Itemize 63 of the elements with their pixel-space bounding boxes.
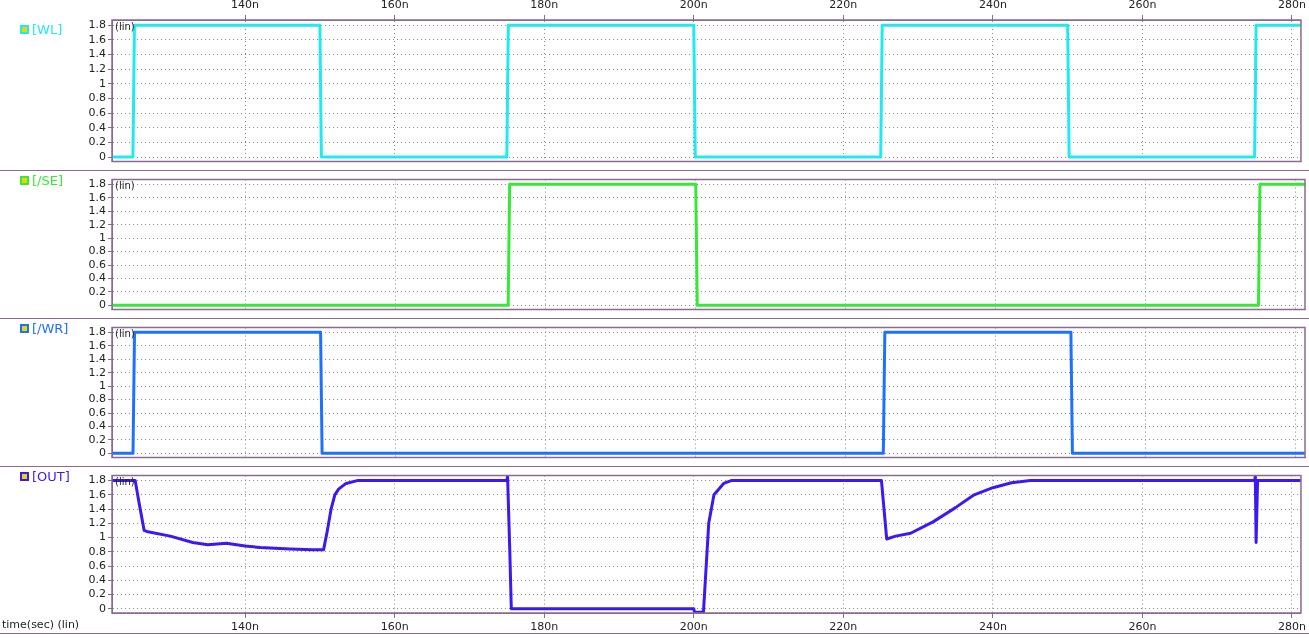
y-tick-label: 1 bbox=[99, 378, 106, 392]
legend-label: [/WR] bbox=[32, 321, 69, 336]
y-tick-label: 1 bbox=[99, 230, 106, 244]
y-tick-label: 1.4 bbox=[88, 352, 106, 366]
y-tick-label: 0.2 bbox=[88, 135, 106, 149]
x-tick-label: 180n bbox=[530, 620, 559, 634]
y-tick-label: 1.6 bbox=[88, 190, 106, 204]
y-tick-label: 1.6 bbox=[88, 32, 106, 46]
x-tick-label: 180n bbox=[530, 0, 559, 12]
y-tick-label: 1.4 bbox=[88, 204, 106, 218]
y-tick-label: 1.8 bbox=[88, 325, 106, 339]
y-tick-label: 1.2 bbox=[88, 516, 106, 530]
y-tick-label: 0.8 bbox=[88, 91, 106, 105]
y-tick-label: 1 bbox=[99, 530, 106, 544]
x-tick-label: 240n bbox=[978, 0, 1007, 12]
y-tick-label: 1.8 bbox=[88, 473, 106, 487]
y-tick-label: 1.2 bbox=[88, 365, 106, 379]
y-tick-label: 0.8 bbox=[88, 392, 106, 406]
y-tick-label: 0.8 bbox=[88, 544, 106, 558]
legend-label: [/SE] bbox=[32, 173, 63, 188]
y-tick-label: 1.2 bbox=[88, 217, 106, 231]
y-tick-label: 0.6 bbox=[88, 105, 106, 119]
x-tick-label: 280n bbox=[1278, 0, 1306, 12]
y-tick-label: 1.4 bbox=[88, 501, 106, 515]
y-tick-label: 0.4 bbox=[88, 573, 106, 587]
y-tick-label: 0.4 bbox=[88, 120, 106, 134]
y-tick-label: 1.4 bbox=[88, 47, 106, 61]
annotation: (lin) bbox=[115, 476, 135, 488]
y-tick-label: 0.4 bbox=[88, 271, 106, 285]
legend-label: [WL] bbox=[32, 22, 63, 37]
x-tick-label: 140n bbox=[231, 0, 260, 12]
x-tick-label: 140n bbox=[231, 620, 260, 634]
y-tick-label: 1.6 bbox=[88, 487, 106, 501]
y-tick-label: 1.8 bbox=[88, 17, 106, 31]
y-tick-label: 0.6 bbox=[88, 257, 106, 271]
y-tick-label: 0.6 bbox=[88, 405, 106, 419]
y-tick-label: 0.2 bbox=[88, 432, 106, 446]
x-tick-label: 280n bbox=[1278, 620, 1306, 634]
legend-label: [OUT] bbox=[32, 469, 70, 484]
y-tick-label: 0.6 bbox=[88, 558, 106, 572]
x-tick-label: 160n bbox=[380, 0, 409, 12]
x-tick-label: 240n bbox=[978, 620, 1007, 634]
x-tick-label: 200n bbox=[679, 620, 708, 634]
y-tick-label: 0.2 bbox=[88, 587, 106, 601]
x-tick-label: 260n bbox=[1128, 0, 1157, 12]
annotation: (lin) bbox=[115, 180, 135, 192]
x-tick-label: 260n bbox=[1128, 620, 1157, 634]
y-tick-label: 1.6 bbox=[88, 338, 106, 352]
x-tick-label: 160n bbox=[380, 620, 409, 634]
x-tick-label: 200n bbox=[679, 0, 708, 12]
y-tick-label: 0 bbox=[99, 149, 106, 163]
y-tick-label: 1.8 bbox=[88, 177, 106, 191]
x-axis-title: time(sec) (lin) bbox=[2, 618, 80, 631]
y-tick-label: 0.4 bbox=[88, 419, 106, 433]
y-tick-label: 0.2 bbox=[88, 284, 106, 298]
x-tick-label: 220n bbox=[829, 620, 858, 634]
y-tick-label: 0 bbox=[99, 601, 106, 615]
y-tick-label: 1 bbox=[99, 76, 106, 90]
y-tick-label: 0 bbox=[99, 298, 106, 312]
y-tick-label: 0.8 bbox=[88, 244, 106, 258]
y-tick-label: 1.2 bbox=[88, 61, 106, 75]
x-tick-label: 220n bbox=[829, 0, 858, 12]
y-tick-label: 0 bbox=[99, 446, 106, 460]
